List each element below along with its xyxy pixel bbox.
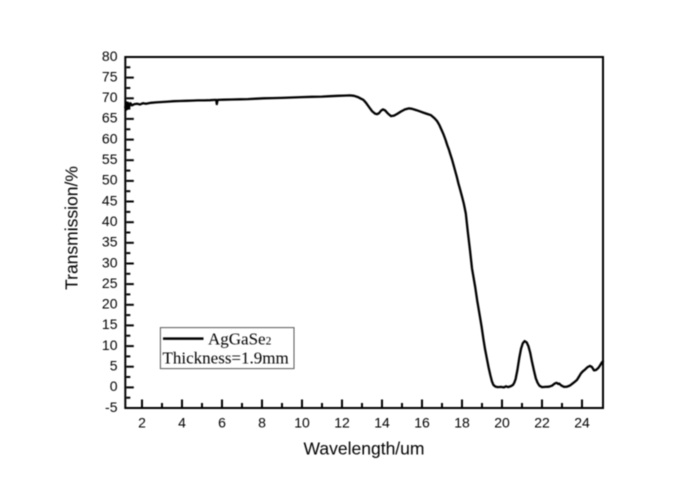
- svg-text:4: 4: [178, 415, 186, 431]
- svg-text:18: 18: [454, 415, 470, 431]
- svg-text:Transmission/%: Transmission/%: [62, 166, 82, 290]
- svg-text:65: 65: [102, 110, 118, 126]
- svg-text:16: 16: [414, 415, 430, 431]
- svg-text:2: 2: [138, 415, 146, 431]
- svg-text:40: 40: [102, 213, 118, 229]
- svg-text:12: 12: [334, 415, 350, 431]
- svg-text:70: 70: [102, 89, 118, 105]
- svg-text:10: 10: [102, 337, 118, 353]
- svg-text:Thickness=1.9mm: Thickness=1.9mm: [163, 348, 289, 367]
- svg-text:22: 22: [534, 415, 550, 431]
- svg-text:55: 55: [102, 151, 118, 167]
- svg-text:-5: -5: [105, 399, 118, 415]
- svg-text:Wavelength/um: Wavelength/um: [304, 439, 425, 459]
- svg-text:20: 20: [494, 415, 510, 431]
- svg-text:50: 50: [102, 172, 118, 188]
- svg-text:10: 10: [294, 415, 310, 431]
- svg-text:15: 15: [102, 316, 118, 332]
- svg-text:0: 0: [110, 378, 118, 394]
- svg-text:8: 8: [258, 415, 266, 431]
- svg-text:6: 6: [218, 415, 226, 431]
- svg-text:25: 25: [102, 275, 118, 291]
- svg-text:30: 30: [102, 254, 118, 270]
- svg-text:45: 45: [102, 192, 118, 208]
- svg-text:20: 20: [102, 296, 118, 312]
- svg-text:14: 14: [374, 415, 390, 431]
- svg-text:35: 35: [102, 234, 118, 250]
- svg-text:24: 24: [574, 415, 590, 431]
- svg-text:AgGaSe2: AgGaSe2: [208, 329, 272, 348]
- svg-text:60: 60: [102, 130, 118, 146]
- svg-text:80: 80: [102, 48, 118, 64]
- svg-text:75: 75: [102, 68, 118, 84]
- svg-text:5: 5: [110, 358, 118, 374]
